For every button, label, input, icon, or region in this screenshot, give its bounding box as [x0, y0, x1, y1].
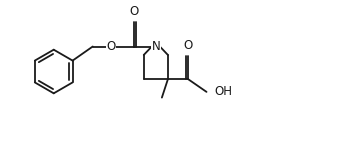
- Text: N: N: [152, 40, 160, 53]
- Text: O: O: [106, 40, 116, 53]
- Text: OH: OH: [214, 85, 232, 98]
- Text: O: O: [183, 39, 193, 52]
- Text: O: O: [129, 5, 139, 18]
